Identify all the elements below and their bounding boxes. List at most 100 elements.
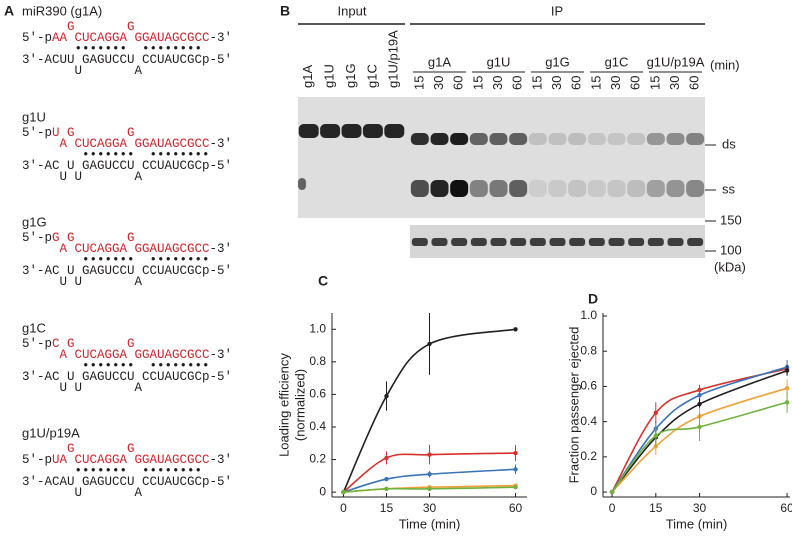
y-tick-label: 0.2 bbox=[580, 449, 597, 463]
data-point bbox=[384, 486, 389, 492]
sequence-row: U U A bbox=[22, 275, 143, 289]
duplex-name: g1G bbox=[22, 214, 47, 229]
data-point bbox=[384, 455, 389, 461]
group-title: IP bbox=[551, 3, 563, 18]
y-axis-label: (normalized) bbox=[292, 369, 307, 441]
x-tick-label: 15 bbox=[649, 501, 663, 515]
panel-label: C bbox=[318, 273, 328, 289]
gel-band bbox=[686, 133, 705, 145]
gel-band bbox=[411, 238, 428, 246]
gel-band bbox=[320, 124, 341, 138]
sequence-row: A CUCAGGA GGAUAGCGCC-3′ bbox=[22, 242, 232, 256]
data-point bbox=[384, 476, 389, 482]
sequence-segment: G G G bbox=[52, 231, 135, 245]
gel-band bbox=[686, 180, 705, 197]
time-label: 15 bbox=[647, 76, 662, 90]
x-tick-label: 60 bbox=[509, 501, 523, 515]
duplex-name: g1C bbox=[22, 320, 46, 335]
x-axis-label: Time (min) bbox=[399, 516, 461, 531]
gel-band bbox=[528, 180, 547, 197]
gel-band bbox=[666, 180, 685, 197]
gel-band bbox=[469, 133, 488, 145]
gel-band bbox=[528, 133, 547, 145]
group-title: Input bbox=[338, 3, 367, 18]
gel-band bbox=[490, 238, 507, 246]
sequence-row: 5′-pUA CUCAGGA GGAUAGCGCC-3′ bbox=[22, 453, 232, 467]
time-label: 15 bbox=[529, 76, 544, 90]
sequence-segment: UA CUCAGGA GGAUAGCGCC bbox=[52, 453, 210, 467]
gel-band bbox=[529, 238, 546, 246]
gel-band bbox=[341, 124, 362, 138]
time-label: 60 bbox=[687, 76, 702, 90]
y-tick-label: 0.8 bbox=[580, 343, 597, 357]
data-point bbox=[427, 472, 432, 477]
lane-label: g1U bbox=[322, 64, 337, 88]
data-point bbox=[427, 452, 432, 457]
sequence-row: ••••••• •••••••• bbox=[22, 148, 210, 162]
gel-band bbox=[647, 238, 664, 246]
y-tick-label: 0.8 bbox=[309, 354, 326, 368]
fit-curve bbox=[611, 369, 788, 493]
x-tick-label: 30 bbox=[693, 501, 707, 515]
time-label: 30 bbox=[431, 76, 446, 90]
y-axis-label: Loading efficiency bbox=[276, 353, 291, 457]
sequence-row: U U A bbox=[22, 381, 143, 395]
sequence-segment: U A bbox=[22, 486, 143, 500]
x-tick-label: 0 bbox=[340, 501, 347, 515]
data-point bbox=[513, 467, 518, 472]
fit-curve bbox=[611, 368, 788, 493]
gel-band bbox=[627, 133, 646, 145]
sequence-row: ••••••• •••••••• bbox=[22, 464, 202, 478]
gel-band bbox=[298, 124, 319, 138]
sequence-segment: G G bbox=[22, 20, 135, 34]
time-label: 60 bbox=[451, 76, 466, 90]
time-label: 15 bbox=[411, 76, 426, 90]
group-label: g1U/p19A bbox=[647, 54, 705, 69]
gel-band bbox=[509, 180, 528, 197]
gel-band bbox=[568, 133, 587, 145]
sequence-segment: G G bbox=[22, 442, 135, 456]
sequence-segment: ••••••• •••••••• bbox=[22, 359, 210, 373]
data-point bbox=[697, 401, 702, 407]
gel-band bbox=[384, 124, 405, 138]
sequence-row: G G bbox=[22, 20, 135, 34]
sequence-segment: -3′ bbox=[210, 453, 233, 467]
sequence-row: 3′-AC U GAGUCCU CCUAUCGCp-5′ bbox=[22, 370, 232, 384]
data-point bbox=[697, 393, 702, 398]
gel-band bbox=[549, 238, 566, 246]
sequence-segment: U A bbox=[22, 64, 143, 78]
panel-label: D bbox=[588, 291, 598, 307]
y-tick-label: 0 bbox=[590, 484, 597, 498]
sequence-row: 3′-AC U GAGUCCU CCUAUCGCp-5′ bbox=[22, 264, 232, 278]
fit-curve bbox=[342, 328, 516, 493]
gel-band bbox=[607, 133, 626, 145]
gel-band bbox=[646, 133, 665, 145]
time-label: 30 bbox=[608, 76, 623, 90]
marker-label: 100 bbox=[720, 242, 742, 257]
band-label: ss bbox=[722, 181, 736, 196]
sequence-segment: ••••••• •••••••• bbox=[22, 253, 210, 267]
x-tick-label: 15 bbox=[380, 501, 394, 515]
group-label: g1G bbox=[545, 54, 570, 69]
gel-band bbox=[569, 238, 586, 246]
lane-label: g1U/p19A bbox=[386, 30, 401, 88]
gel-band bbox=[628, 238, 645, 246]
data-point bbox=[427, 341, 432, 347]
sequence-segment: U U A bbox=[22, 381, 143, 395]
data-point bbox=[427, 486, 432, 492]
data-point bbox=[609, 489, 615, 495]
time-label: 15 bbox=[470, 76, 485, 90]
gel-band bbox=[489, 180, 508, 197]
y-tick-label: 0.4 bbox=[580, 414, 597, 428]
panel-label: A bbox=[4, 3, 14, 19]
sequence-row: 3′-ACAU GAGUCCU CCUAUCGCp-5′ bbox=[22, 475, 232, 489]
marker-unit: (kDa) bbox=[714, 259, 746, 274]
lane-label: g1G bbox=[343, 63, 358, 88]
y-tick-label: 0.6 bbox=[309, 387, 326, 401]
sequence-segment: U U A bbox=[22, 170, 143, 184]
sequence-segment: -3′ bbox=[210, 242, 233, 256]
x-tick-label: 0 bbox=[609, 501, 616, 515]
sequence-segment: A CUCAGGA GGAUAGCGCC bbox=[22, 137, 210, 151]
gel-band bbox=[588, 238, 605, 246]
sequence-row: ••••••• •••••••• bbox=[22, 42, 202, 56]
